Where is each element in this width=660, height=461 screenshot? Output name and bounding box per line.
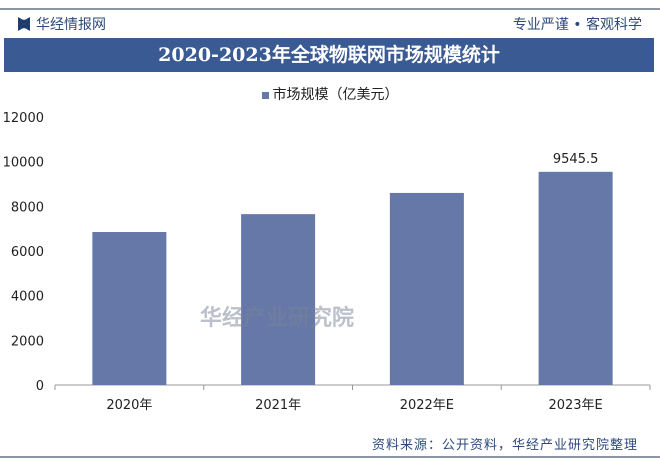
watermark-text: 华经产业研究院 — [200, 306, 355, 331]
x-tick-label: 2021年 — [255, 398, 301, 413]
top-rule — [0, 8, 660, 10]
y-tick-label: 6000 — [11, 245, 44, 260]
bottom-rule — [0, 456, 660, 458]
brand: 华经情报网 — [18, 14, 106, 34]
y-tick-label: 10000 — [3, 156, 44, 171]
y-tick-label: 8000 — [11, 200, 44, 215]
source-note: 资料来源：公开资料，华经产业研究院整理 — [371, 438, 638, 453]
y-tick-label: 12000 — [3, 111, 44, 126]
bar — [241, 214, 316, 385]
chart-title: 2020-2023年全球物联网市场规模统计 — [4, 38, 654, 72]
data-label: 9545.5 — [553, 152, 599, 167]
x-tick-label: 2020年 — [106, 398, 152, 413]
bar — [389, 192, 464, 385]
bar — [538, 171, 613, 385]
y-tick-label: 4000 — [11, 290, 44, 305]
brand-name: 华经情报网 — [36, 17, 106, 33]
legend: 市场规模（亿美元） — [0, 84, 660, 104]
slogan: 专业严谨 • 客观科学 — [512, 17, 642, 33]
x-tick-label: 2023年E — [548, 398, 602, 413]
legend-label: 市场规模（亿美元） — [272, 87, 399, 103]
legend-swatch — [261, 91, 269, 99]
y-tick-label: 0 — [36, 379, 44, 394]
bar — [92, 232, 167, 385]
x-tick-label: 2022年E — [400, 398, 454, 413]
y-tick-label: 2000 — [11, 334, 44, 349]
brand-logo-icon — [18, 17, 30, 31]
